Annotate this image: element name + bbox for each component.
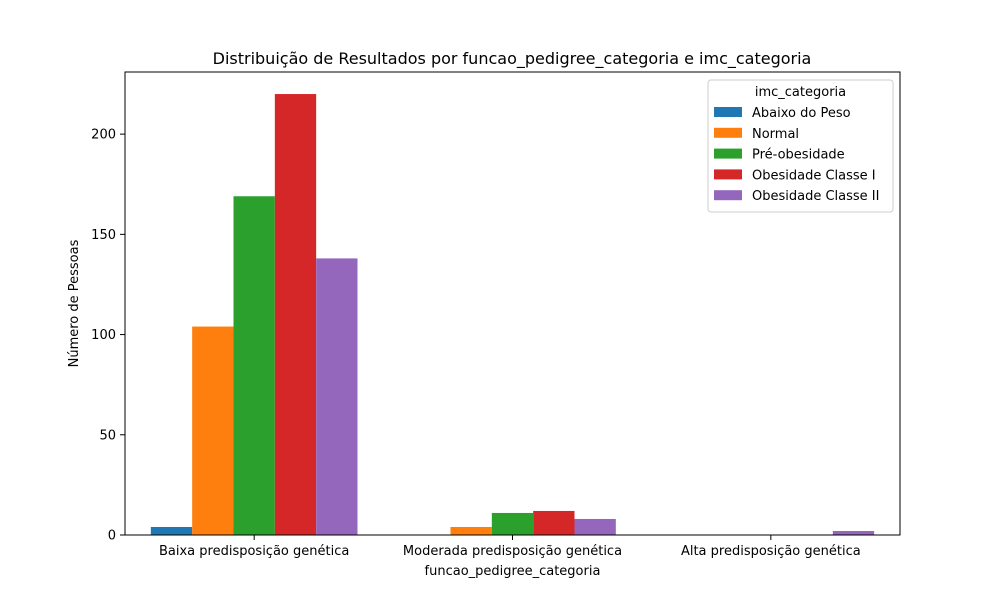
bar [150,526,193,535]
plot-frame [124,71,901,536]
legend-label: Normal [752,127,799,142]
x-tick-label: Baixa predisposição genética [159,544,349,559]
legend-items: Abaixo do Peso Normal Pré-obesidade Obesida… [714,106,879,204]
legend: imc_categoria Abaixo do Peso Normal Pré-ob… [707,79,894,213]
legend-swatch [714,169,742,180]
legend-label: Obesidade Classe I [752,168,876,183]
x-axis: Baixa predisposição genética Moderada pre… [159,535,861,559]
bar [192,326,234,535]
legend-title: imc_categoria [755,85,846,100]
y-tick-label: 0 [108,529,116,544]
bar [450,526,492,535]
y-tick-label: 200 [91,128,116,143]
legend-box [707,79,894,213]
y-tick-label: 100 [91,328,116,343]
bars-group [150,94,875,536]
legend-swatch [714,127,742,138]
legend-label: Abaixo do Peso [752,106,851,121]
y-tick-label: 150 [91,228,116,243]
bar [274,94,317,536]
legend-swatch [714,107,742,117]
chart-title: Distribuição de Resultados por funcao_pe… [213,49,812,69]
bar [533,510,575,535]
legend-swatch [714,190,742,201]
legend-swatch [714,148,742,159]
y-axis: 0 50 100 150 200 [91,128,125,544]
legend-label: Pré-obesidade [752,148,845,163]
x-axis-label: funcao_pedigree_categoria [425,564,601,579]
x-tick-label: Alta predisposição genética [681,544,861,559]
bar [316,258,358,535]
bar [574,518,616,535]
y-axis-label: Número de Pessoas [67,239,82,367]
y-tick-label: 50 [99,428,116,443]
x-tick-label: Moderada predisposição genética [403,544,622,559]
bar [491,512,534,535]
bar [832,530,875,535]
legend-label: Obesidade Classe II [752,189,879,204]
bar [233,196,275,535]
